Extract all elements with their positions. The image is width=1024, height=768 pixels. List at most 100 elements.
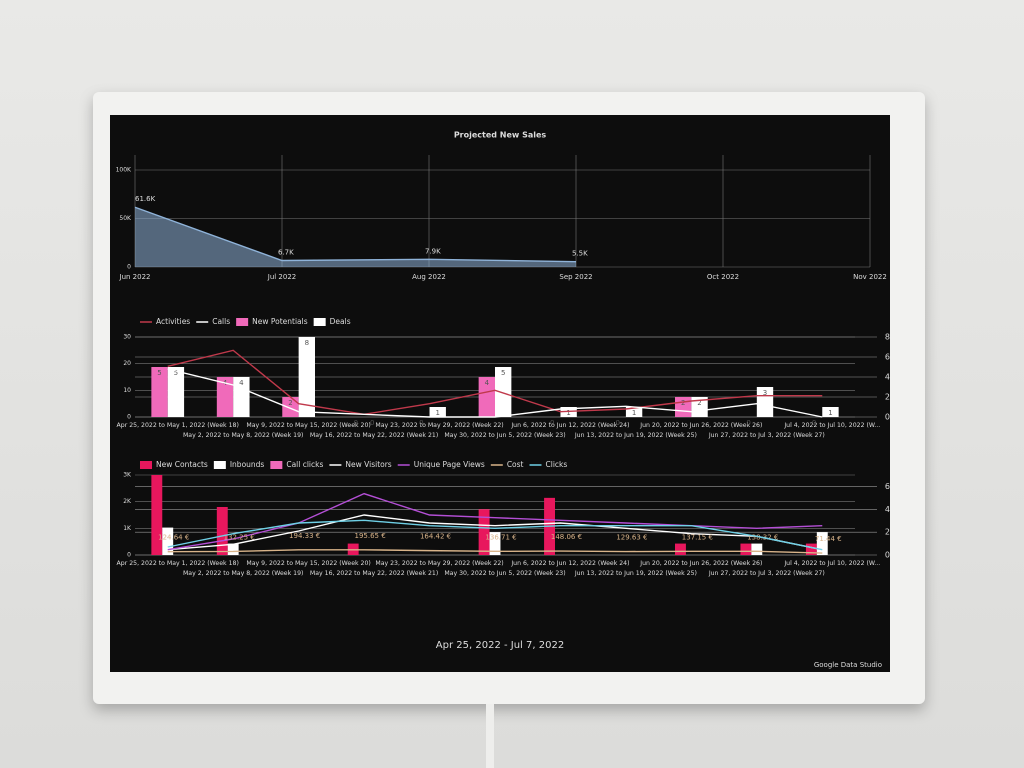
cable [486, 704, 494, 768]
y2-tick-label: 4 [885, 505, 890, 514]
bar [495, 367, 512, 417]
bar [167, 367, 185, 417]
y2-tick-label: 2 [885, 528, 890, 537]
bar [162, 527, 174, 555]
bar-label: 2 [288, 399, 292, 407]
x-tick-label: Sep 2022 [559, 273, 592, 281]
bar [691, 397, 708, 417]
legend-label: Inbounds [230, 460, 265, 469]
data-label: 61.6K [135, 195, 156, 203]
bar [298, 337, 315, 417]
bar [740, 543, 752, 555]
x-tick-label: Nov 2022 [853, 273, 887, 281]
bar-label: 5 [157, 369, 161, 377]
y2-tick-label: 2 [885, 393, 890, 402]
y-tick-label: 0 [127, 264, 131, 271]
data-label: 132.25 € [224, 533, 255, 541]
x-tick-label: Jul 4, 2022 to Jul 10, 2022 (W... [783, 422, 880, 429]
legend-label: New Contacts [156, 460, 208, 469]
y2-tick-label: 0 [885, 413, 890, 422]
x-tick-label: Jun 27, 2022 to Jul 3, 2022 (Week 27) [708, 570, 825, 577]
chart-title: Projected New Sales [454, 131, 547, 140]
x-tick-label: Jun 20, 2022 to Jun 26, 2022 (Week 26) [639, 560, 762, 567]
x-tick-label: Jun 2022 [119, 273, 151, 281]
y-tick-label: 100K [116, 167, 132, 174]
line [167, 492, 823, 551]
bar [227, 543, 239, 555]
bar-label: 0 [550, 419, 554, 427]
x-tick-label: Jun 27, 2022 to Jul 3, 2022 (Week 27) [708, 432, 825, 439]
bar [816, 532, 828, 555]
legend-label: Unique Page Views [414, 460, 485, 469]
bar-label: 0 [812, 419, 816, 427]
line [167, 549, 823, 554]
bar-label: 2 [697, 399, 701, 407]
bar-label: 0 [615, 419, 619, 427]
area [135, 207, 576, 267]
y2-tick-label: 4 [885, 373, 890, 382]
x-tick-label: Jun 6, 2022 to Jun 12, 2022 (Week 24) [510, 560, 629, 567]
bar-label: 5 [174, 369, 178, 377]
legend-label: Calls [212, 317, 230, 326]
legend-label: Activities [156, 317, 190, 326]
y2-tick-label: 6 [885, 482, 890, 491]
x-tick-label: May 30, 2022 to Jun 5, 2022 (Week 23) [444, 570, 565, 577]
bar-label: 3 [763, 389, 767, 397]
y-tick-label: 0 [127, 552, 131, 559]
data-label: 71.44 € [815, 535, 842, 543]
line [167, 349, 823, 416]
x-tick-label: Jun 13, 2022 to Jun 19, 2022 (Week 25) [574, 570, 697, 577]
bar-label: 0 [354, 419, 358, 427]
bar [216, 377, 234, 417]
bar [751, 543, 763, 555]
bar [478, 377, 495, 417]
data-label: 194.33 € [289, 532, 320, 540]
legend-label: Clicks [546, 460, 568, 469]
bar-label: 0 [370, 419, 374, 427]
data-label: 164.42 € [420, 533, 451, 541]
bar [805, 543, 817, 555]
y-tick-label: 1K [123, 525, 132, 532]
x-tick-label: May 16, 2022 to May 22, 2022 (Week 21) [310, 432, 438, 439]
legend-label: New Potentials [252, 317, 308, 326]
data-label: 5.5K [572, 250, 588, 258]
x-tick-label: Aug 2022 [412, 273, 446, 281]
x-tick-label: May 23, 2022 to May 29, 2022 (Week 22) [375, 422, 503, 429]
bar [429, 407, 446, 417]
y2-tick-label: 6 [885, 353, 890, 362]
bar [822, 407, 839, 417]
data-label: 148.06 € [551, 533, 582, 541]
bar-label: 0 [746, 419, 750, 427]
x-tick-label: Jul 4, 2022 to Jul 10, 2022 (W... [783, 560, 880, 567]
bar [151, 367, 168, 417]
y-tick-label: 20 [123, 360, 131, 367]
bar-label: 4 [485, 379, 490, 387]
x-tick-label: Jun 13, 2022 to Jun 19, 2022 (Week 25) [574, 432, 697, 439]
x-tick-label: Jun 20, 2022 to Jun 26, 2022 (Week 26) [639, 422, 762, 429]
y2-tick-label: 0 [885, 551, 890, 560]
legend-swatch [140, 461, 152, 469]
line [167, 368, 823, 418]
x-tick-label: May 16, 2022 to May 22, 2022 (Week 21) [310, 570, 438, 577]
bar-label: 1 [828, 409, 832, 417]
data-label: 195.65 € [355, 532, 386, 540]
x-tick-label: Oct 2022 [707, 273, 739, 281]
x-tick-label: May 9, 2022 to May 15, 2022 (Week 20) [246, 422, 370, 429]
bar [478, 509, 490, 555]
bar-label: 4 [239, 379, 244, 387]
x-tick-label: May 30, 2022 to Jun 5, 2022 (Week 23) [444, 432, 565, 439]
legend-label: Call clicks [286, 460, 323, 469]
data-label: 7.9K [425, 247, 441, 255]
x-tick-label: May 2, 2022 to May 8, 2022 (Week 19) [183, 570, 303, 577]
legend-label: Cost [507, 460, 524, 469]
x-tick-label: May 9, 2022 to May 15, 2022 (Week 20) [246, 560, 370, 567]
x-tick-label: Jun 6, 2022 to Jun 12, 2022 (Week 24) [510, 422, 629, 429]
legend-swatch [236, 318, 249, 326]
bar-label: 0 [419, 419, 423, 427]
legend-swatch [270, 461, 283, 469]
footer: Google Data Studio [814, 661, 882, 669]
bar-label: 5 [501, 369, 505, 377]
bar [625, 407, 643, 417]
x-tick-label: Jul 2022 [267, 273, 297, 281]
